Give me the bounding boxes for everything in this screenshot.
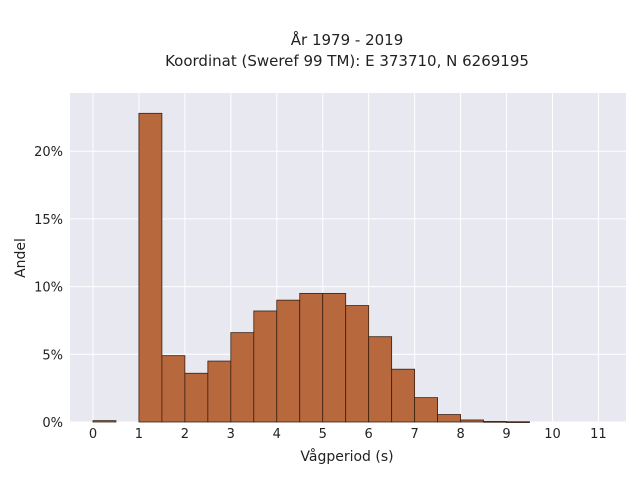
x-tick-label: 4 bbox=[273, 427, 281, 442]
y-tick-label: 10% bbox=[34, 281, 63, 296]
x-tick-label: 5 bbox=[319, 427, 327, 442]
histogram-bar bbox=[460, 419, 484, 423]
y-tick-label: 5% bbox=[42, 348, 63, 363]
x-tick-label: 6 bbox=[365, 427, 373, 442]
histogram-bar bbox=[322, 292, 347, 423]
histogram-bar bbox=[368, 336, 393, 423]
histogram-bar bbox=[92, 420, 117, 423]
x-tick-label: 1 bbox=[135, 427, 143, 442]
y-tick-label: 20% bbox=[34, 145, 63, 160]
x-tick-label: 10 bbox=[544, 427, 561, 442]
x-tick-label: 8 bbox=[456, 427, 464, 442]
x-tick-label: 2 bbox=[181, 427, 189, 442]
y-tick-label: 0% bbox=[42, 416, 63, 431]
x-axis-label: Vågperiod (s) bbox=[300, 448, 393, 465]
histogram-bar bbox=[253, 310, 278, 423]
histogram-bar bbox=[230, 332, 255, 423]
y-axis-ticks: 0% 5% 10% 15% 20% bbox=[34, 145, 63, 431]
histogram-bar bbox=[391, 368, 416, 423]
y-axis-label: Andel bbox=[13, 238, 29, 278]
x-tick-label: 11 bbox=[590, 427, 607, 442]
histogram-bar bbox=[276, 299, 301, 423]
y-tick-label: 15% bbox=[34, 213, 63, 228]
bars bbox=[92, 112, 530, 423]
histogram-bar bbox=[345, 305, 370, 423]
histogram-bar bbox=[138, 112, 163, 423]
histogram-bar bbox=[483, 421, 507, 423]
histogram-bar bbox=[437, 414, 461, 423]
histogram-bar bbox=[299, 292, 324, 423]
histogram-bar bbox=[506, 421, 530, 423]
chart-subtitle: Koordinat (Sweref 99 TM): E 373710, N 62… bbox=[165, 52, 529, 70]
chart-title: År 1979 - 2019 bbox=[291, 30, 404, 49]
histogram-bar bbox=[414, 397, 439, 423]
x-axis-ticks: 0 1 2 3 4 5 6 7 8 9 10 11 bbox=[89, 427, 607, 442]
x-tick-label: 7 bbox=[410, 427, 418, 442]
histogram-bar bbox=[207, 360, 232, 423]
histogram-bar bbox=[184, 372, 209, 423]
histogram-bar bbox=[161, 355, 186, 423]
x-tick-label: 0 bbox=[89, 427, 97, 442]
x-tick-label: 9 bbox=[502, 427, 510, 442]
x-tick-label: 3 bbox=[227, 427, 235, 442]
